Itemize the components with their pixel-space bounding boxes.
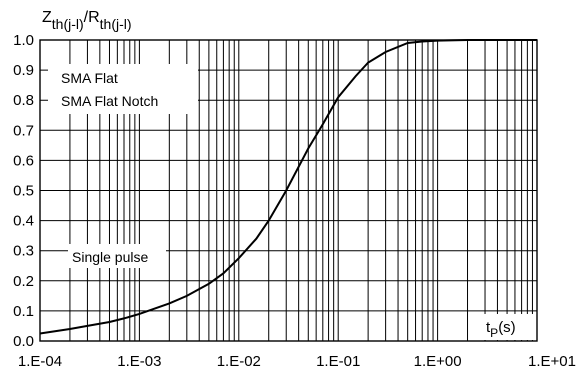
plot-frame: [39, 39, 538, 342]
legend-item-sma-flat-notch: SMA Flat Notch: [61, 93, 158, 109]
x-tick-label: 1.E-02: [217, 353, 261, 370]
impedance-curve: [39, 39, 537, 335]
y-tick-label: 0.1: [13, 303, 34, 320]
x-axis-title-group: tP(s): [482, 314, 536, 340]
legend-item-sma-flat: SMA Flat: [61, 70, 118, 86]
y-tick-labels: 0.0 0.1 0.2 0.3 0.4 0.5 0.6 0.7 0.8 0.9 1.0: [13, 32, 34, 350]
y-tick-label: 0.7: [13, 122, 34, 139]
y-tick-label: 0.4: [13, 213, 34, 230]
pulse-annotation: Single pulse: [68, 244, 166, 268]
x-tick-labels: 1.E-04 1.E-03 1.E-02 1.E-01 1.E+00 1.E+01: [18, 353, 576, 370]
x-tick-label: 1.E-01: [316, 353, 360, 370]
y-tick-label: 1.0: [13, 32, 34, 49]
y-tick-label: 0.3: [13, 243, 34, 260]
x-axis-title: tP(s): [486, 319, 516, 340]
x-tick-label: 1.E+00: [414, 353, 462, 370]
y-tick-label: 0.2: [13, 273, 34, 290]
y-tick-label: 0.8: [13, 92, 34, 109]
x-tick-label: 1.E-03: [117, 353, 161, 370]
y-tick-label: 0.5: [13, 183, 34, 200]
y-axis-title: Zth(j-l)/Rth(j-l): [42, 9, 132, 32]
x-tick-label: 1.E-04: [18, 353, 62, 370]
x-tick-label: 1.E+01: [528, 353, 576, 370]
legend: SMA Flat SMA Flat Notch: [48, 64, 198, 114]
y-tick-label: 0.0: [13, 333, 34, 350]
single-pulse-label: Single pulse: [72, 249, 148, 265]
y-tick-label: 0.6: [13, 152, 34, 169]
y-tick-label: 0.9: [13, 62, 34, 79]
